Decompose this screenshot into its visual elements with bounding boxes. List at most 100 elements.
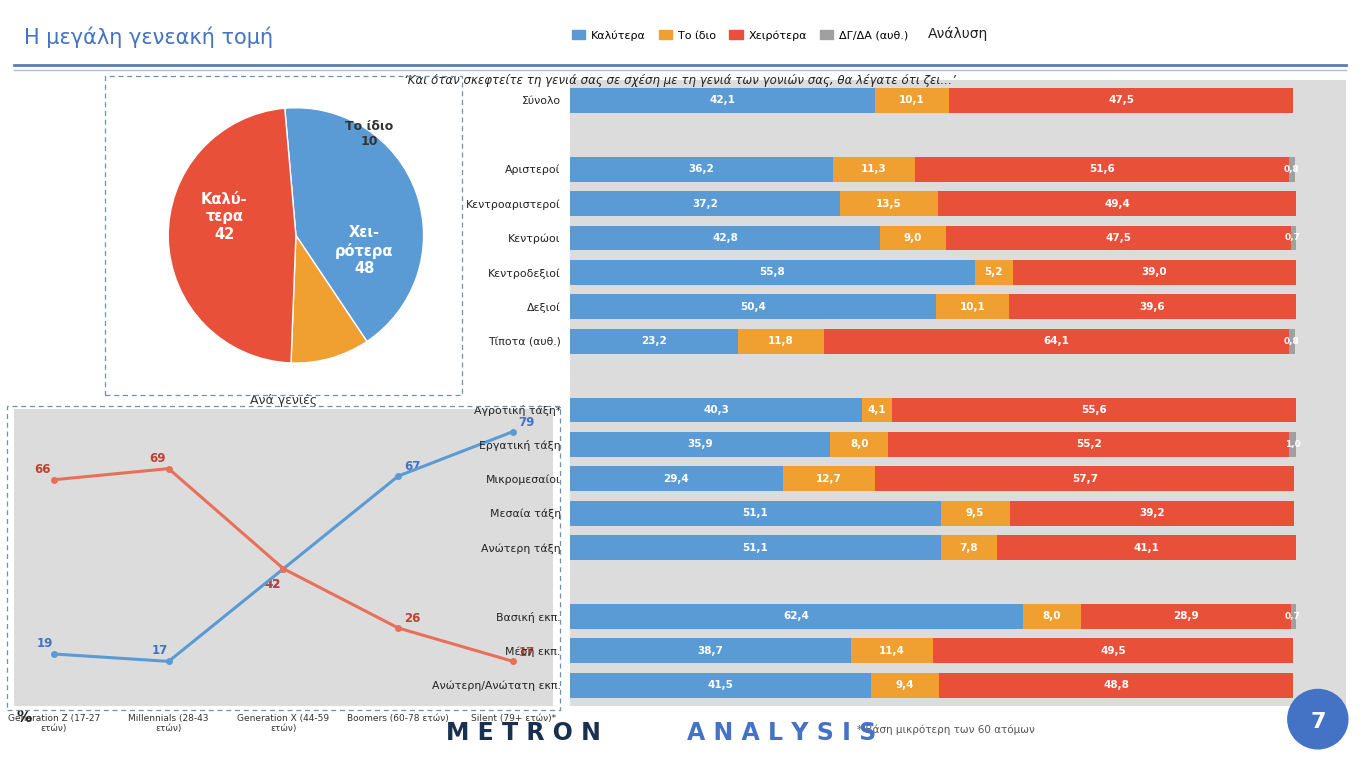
Text: * Βάση μικρότερη των 60 ατόμων: * Βάση μικρότερη των 60 ατόμων — [857, 724, 1035, 735]
Wedge shape — [284, 108, 423, 342]
Bar — [1291, 604, 1296, 628]
Text: 55,2: 55,2 — [1076, 439, 1102, 449]
Bar — [940, 672, 1293, 698]
Bar — [783, 467, 876, 491]
Text: 39,0: 39,0 — [1141, 267, 1167, 277]
Text: 49,4: 49,4 — [1104, 199, 1130, 209]
Bar — [933, 638, 1293, 663]
Bar — [1289, 157, 1295, 181]
Circle shape — [1288, 689, 1348, 749]
Text: 11,3: 11,3 — [861, 164, 887, 174]
Text: 23,2: 23,2 — [641, 336, 666, 346]
Text: 1,0: 1,0 — [1285, 440, 1300, 449]
Text: 66: 66 — [34, 463, 50, 476]
Text: A N A L Y S I S: A N A L Y S I S — [687, 721, 877, 745]
Bar — [941, 535, 997, 560]
Bar — [824, 329, 1289, 354]
Bar — [876, 88, 949, 113]
Bar — [570, 535, 941, 560]
Text: 10,1: 10,1 — [899, 96, 925, 106]
Text: 17: 17 — [152, 644, 169, 657]
Title: Ανάλυση: Ανάλυση — [928, 27, 989, 41]
Text: M E T R O N: M E T R O N — [446, 721, 601, 745]
Bar — [941, 501, 1009, 525]
Bar — [831, 432, 888, 457]
Bar — [570, 329, 738, 354]
Bar — [914, 157, 1289, 181]
Bar — [570, 638, 850, 663]
Text: 51,6: 51,6 — [1089, 164, 1115, 174]
Text: 55,8: 55,8 — [759, 267, 785, 277]
Text: 26: 26 — [404, 613, 420, 625]
Text: 11,8: 11,8 — [768, 336, 794, 346]
Text: 51,1: 51,1 — [743, 543, 768, 553]
Text: 42,8: 42,8 — [713, 233, 738, 243]
Bar — [1289, 432, 1296, 457]
Text: 7,8: 7,8 — [960, 543, 978, 553]
Text: 8,0: 8,0 — [1043, 612, 1061, 622]
Bar — [1081, 604, 1291, 628]
Bar — [938, 191, 1296, 216]
Text: 9,0: 9,0 — [904, 233, 922, 243]
Text: 12,7: 12,7 — [816, 474, 842, 483]
Bar — [570, 191, 839, 216]
Bar — [870, 672, 940, 698]
Text: 0,7: 0,7 — [1285, 612, 1302, 621]
Text: 8,0: 8,0 — [850, 439, 869, 449]
Text: 13,5: 13,5 — [876, 199, 902, 209]
Text: Καλύ-
τερα
42: Καλύ- τερα 42 — [201, 192, 248, 241]
Wedge shape — [291, 235, 367, 363]
Text: 29,4: 29,4 — [664, 474, 690, 483]
Bar — [975, 260, 1012, 285]
Text: 0,7: 0,7 — [1285, 234, 1302, 242]
Text: Η μεγάλη γενεακή τομή: Η μεγάλη γενεακή τομή — [24, 27, 273, 48]
Bar — [570, 604, 1023, 628]
Bar — [570, 260, 975, 285]
Bar — [570, 432, 831, 457]
Text: Χει-
ρότερα
48: Χει- ρότερα 48 — [335, 225, 393, 276]
Text: 57,7: 57,7 — [1072, 474, 1098, 483]
Bar — [1009, 294, 1296, 319]
Bar — [862, 398, 892, 422]
Text: 55,6: 55,6 — [1081, 405, 1107, 415]
Bar — [570, 501, 941, 525]
Text: %: % — [16, 710, 31, 725]
Text: 79: 79 — [518, 416, 534, 429]
Text: 17: 17 — [518, 646, 534, 659]
Title: Ανά γενιές: Ανά γενιές — [250, 394, 317, 407]
Text: 47,5: 47,5 — [1108, 96, 1134, 106]
Text: 36,2: 36,2 — [688, 164, 714, 174]
Text: 47,5: 47,5 — [1106, 233, 1132, 243]
Bar — [1009, 501, 1295, 525]
Text: ‘Και όταν σκεφτείτε τη γενιά σας σε σχέση με τη γενιά των γονιών σας, θα λέγατε : ‘Και όταν σκεφτείτε τη γενιά σας σε σχέσ… — [404, 74, 956, 87]
Bar — [1289, 329, 1295, 354]
Bar — [876, 467, 1295, 491]
Text: 9,5: 9,5 — [966, 509, 985, 518]
Text: 64,1: 64,1 — [1043, 336, 1069, 346]
Bar — [570, 467, 783, 491]
Bar — [839, 191, 938, 216]
Bar — [1291, 225, 1296, 250]
Text: 0,8: 0,8 — [1284, 337, 1300, 345]
Text: 67: 67 — [404, 461, 420, 474]
Bar — [570, 398, 862, 422]
Bar — [570, 672, 870, 698]
Bar — [570, 294, 936, 319]
Wedge shape — [169, 109, 296, 363]
Bar — [570, 225, 880, 250]
Bar — [1012, 260, 1296, 285]
Legend: Καλύτερα, Το ίδιο, Χειρότερα, ΔΓ/ΔΑ (αυθ.): Καλύτερα, Το ίδιο, Χειρότερα, ΔΓ/ΔΑ (αυθ… — [567, 26, 913, 45]
Text: 10,1: 10,1 — [959, 302, 985, 312]
Text: 41,1: 41,1 — [1133, 543, 1159, 553]
Text: 0,8: 0,8 — [1284, 165, 1300, 174]
Text: 5,2: 5,2 — [985, 267, 1002, 277]
Text: 39,2: 39,2 — [1140, 509, 1164, 518]
Bar — [936, 294, 1009, 319]
Text: 37,2: 37,2 — [692, 199, 718, 209]
Bar — [892, 398, 1296, 422]
Text: 4,1: 4,1 — [868, 405, 887, 415]
Text: 28,9: 28,9 — [1172, 612, 1198, 622]
Text: 49,5: 49,5 — [1100, 646, 1126, 656]
Bar — [949, 88, 1293, 113]
Text: 48,8: 48,8 — [1103, 680, 1129, 690]
